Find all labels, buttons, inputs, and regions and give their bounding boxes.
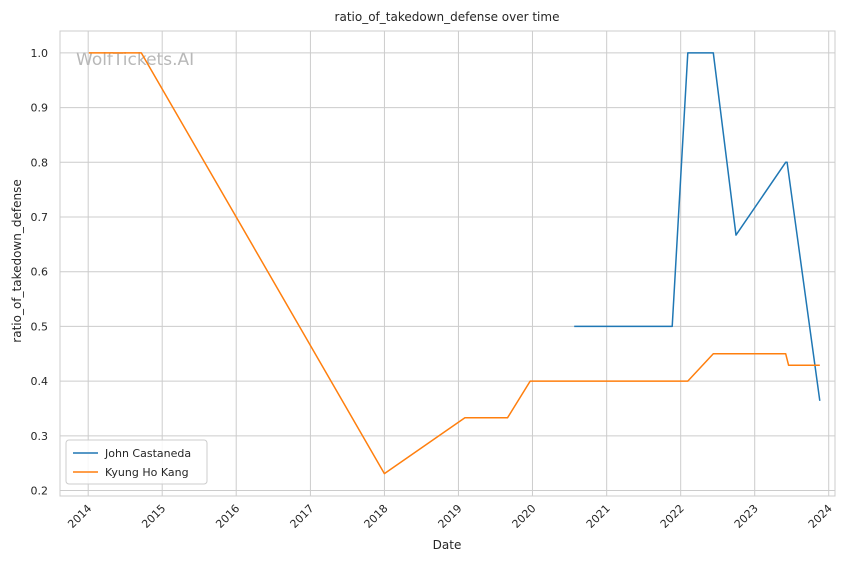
series-line-kyung-ho-kang (88, 52, 820, 475)
legend-label-kyung-ho-kang: Kyung Ho Kang (105, 466, 189, 479)
x-gridlines (87, 31, 830, 496)
plot-area (60, 31, 835, 496)
chart-title: ratio_of_takedown_defense over time (335, 10, 560, 24)
series-line-john-castaneda (574, 52, 821, 401)
y-tick-label: 0.4 (31, 375, 49, 388)
y-tick-labels: 0.2 0.3 0.4 0.5 0.6 0.7 0.8 0.9 1.0 (31, 47, 49, 498)
legend-label-john-castaneda: John Castaneda (104, 447, 191, 460)
y-tick-label: 0.8 (31, 156, 49, 169)
y-tick-label: 0.3 (31, 430, 49, 443)
y-tick-label: 0.9 (31, 102, 49, 115)
y-tick-label: 0.5 (31, 320, 49, 333)
y-axis-title: ratio_of_takedown_defense (10, 179, 24, 342)
y-gridlines (60, 52, 835, 492)
watermark-text: WolfTickets.AI (76, 50, 194, 70)
x-axis-title: Date (433, 538, 462, 552)
series-layer (88, 52, 821, 475)
y-tick-label: 0.7 (31, 211, 49, 224)
legend: John Castaneda Kyung Ho Kang (65, 439, 208, 485)
legend-box (65, 439, 208, 485)
plot-frame (59, 30, 836, 497)
y-tick-label: 0.6 (31, 266, 49, 279)
y-tick-label: 1.0 (31, 47, 49, 60)
y-tick-label: 0.2 (31, 485, 49, 498)
